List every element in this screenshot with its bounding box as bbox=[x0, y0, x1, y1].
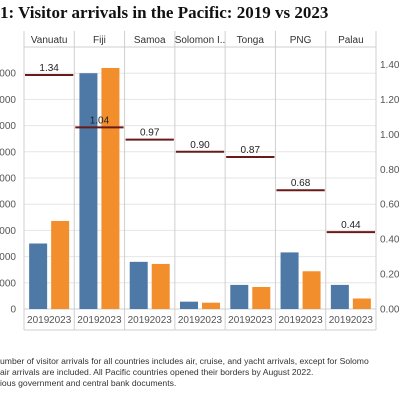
bar-2019 bbox=[280, 252, 299, 309]
label-layer: 0 50,000 100,000 150,000 200,000 250,000 300,0… bbox=[0, 35, 400, 326]
bar-2023 bbox=[252, 286, 271, 309]
left-axis-tick-label: 50,000 bbox=[0, 278, 16, 289]
bar-2019 bbox=[79, 73, 98, 309]
panel-header-label: Tonga bbox=[237, 35, 265, 46]
right-axis-tick-label: 0.40 bbox=[380, 235, 400, 246]
panel-layer bbox=[23, 31, 377, 331]
left-axis-tick-label: 450,000 bbox=[0, 69, 16, 80]
ratio-label: 0.68 bbox=[291, 178, 311, 189]
bar-2023 bbox=[101, 67, 120, 310]
x-tick-label: 2019 bbox=[178, 315, 201, 326]
ratio-layer: 1.34 1.04 0.97 0.90 0.87 0.68 0.44 bbox=[25, 63, 375, 234]
ratio-label: 1.34 bbox=[39, 63, 59, 74]
footnote-line-3: ious government and central bank documen… bbox=[0, 378, 177, 388]
x-tick-label: 2019 bbox=[77, 315, 100, 326]
panel-header-label: Palau bbox=[338, 35, 364, 46]
ratio-label: 0.97 bbox=[140, 128, 160, 139]
bar-2019 bbox=[129, 261, 148, 309]
x-tick-label: 2019 bbox=[27, 315, 50, 326]
x-tick-label: 2023 bbox=[150, 315, 173, 326]
footnote-line-1: umber of visitor arrivals for all countr… bbox=[0, 356, 369, 366]
x-tick-label: 2019 bbox=[329, 315, 352, 326]
bar-2023 bbox=[202, 302, 220, 309]
right-axis-tick-label: 0.00 bbox=[380, 305, 400, 316]
chart-title: 1: Visitor arrivals in the Pacific: 2019… bbox=[0, 3, 329, 22]
ratio-label: 1.04 bbox=[90, 115, 110, 126]
panel-header-label: Vanuatu bbox=[31, 35, 68, 46]
footnote-line-2: air arrivals are included. All Pacific c… bbox=[0, 367, 314, 377]
right-axis-tick-label: 1.00 bbox=[380, 130, 400, 141]
left-axis-tick-label: 150,000 bbox=[0, 226, 16, 237]
bar-2023 bbox=[51, 220, 70, 309]
panel-header-label: Fiji bbox=[93, 35, 106, 46]
x-tick-label: 2023 bbox=[99, 315, 122, 326]
left-axis-tick-label: 350,000 bbox=[0, 121, 16, 132]
panel-header-label: Solomon I.. bbox=[175, 35, 226, 46]
right-axis-tick-label: 1.20 bbox=[380, 95, 400, 106]
left-axis-tick-label: 400,000 bbox=[0, 95, 16, 106]
right-axis-tick-label: 1.40 bbox=[380, 60, 400, 71]
bar-2019 bbox=[330, 284, 349, 309]
bar-2023 bbox=[352, 298, 371, 309]
x-tick-label: 2023 bbox=[250, 315, 273, 326]
x-tick-label: 2023 bbox=[200, 315, 223, 326]
panel-header-label: PNG bbox=[290, 35, 312, 46]
right-axis-tick-label: 0.20 bbox=[380, 270, 400, 281]
left-axis-tick-label: 200,000 bbox=[0, 200, 16, 211]
left-axis-tick-label: 100,000 bbox=[0, 252, 16, 263]
left-axis-tick-label: 0 bbox=[10, 305, 16, 316]
x-tick-label: 2023 bbox=[300, 315, 323, 326]
left-axis-tick-label: 250,000 bbox=[0, 174, 16, 185]
x-tick-label: 2019 bbox=[228, 315, 251, 326]
bar-2023 bbox=[302, 271, 321, 309]
ratio-label: 0.90 bbox=[190, 140, 210, 151]
bar-2023 bbox=[151, 263, 170, 309]
x-tick-label: 2019 bbox=[278, 315, 301, 326]
ratio-label: 0.44 bbox=[341, 220, 361, 231]
bar-2019 bbox=[180, 301, 198, 309]
left-axis-tick-label: 300,000 bbox=[0, 147, 16, 158]
bar-layer bbox=[29, 67, 371, 310]
bar-2019 bbox=[230, 284, 249, 309]
ratio-label: 0.87 bbox=[241, 145, 261, 156]
panel-header-label: Samoa bbox=[134, 35, 166, 46]
x-tick-label: 2023 bbox=[49, 315, 72, 326]
right-axis-tick-label: 0.80 bbox=[380, 165, 400, 176]
x-tick-label: 2019 bbox=[128, 315, 151, 326]
x-tick-label: 2023 bbox=[351, 315, 374, 326]
bar-2019 bbox=[29, 243, 48, 309]
right-axis-tick-label: 0.60 bbox=[380, 200, 400, 211]
